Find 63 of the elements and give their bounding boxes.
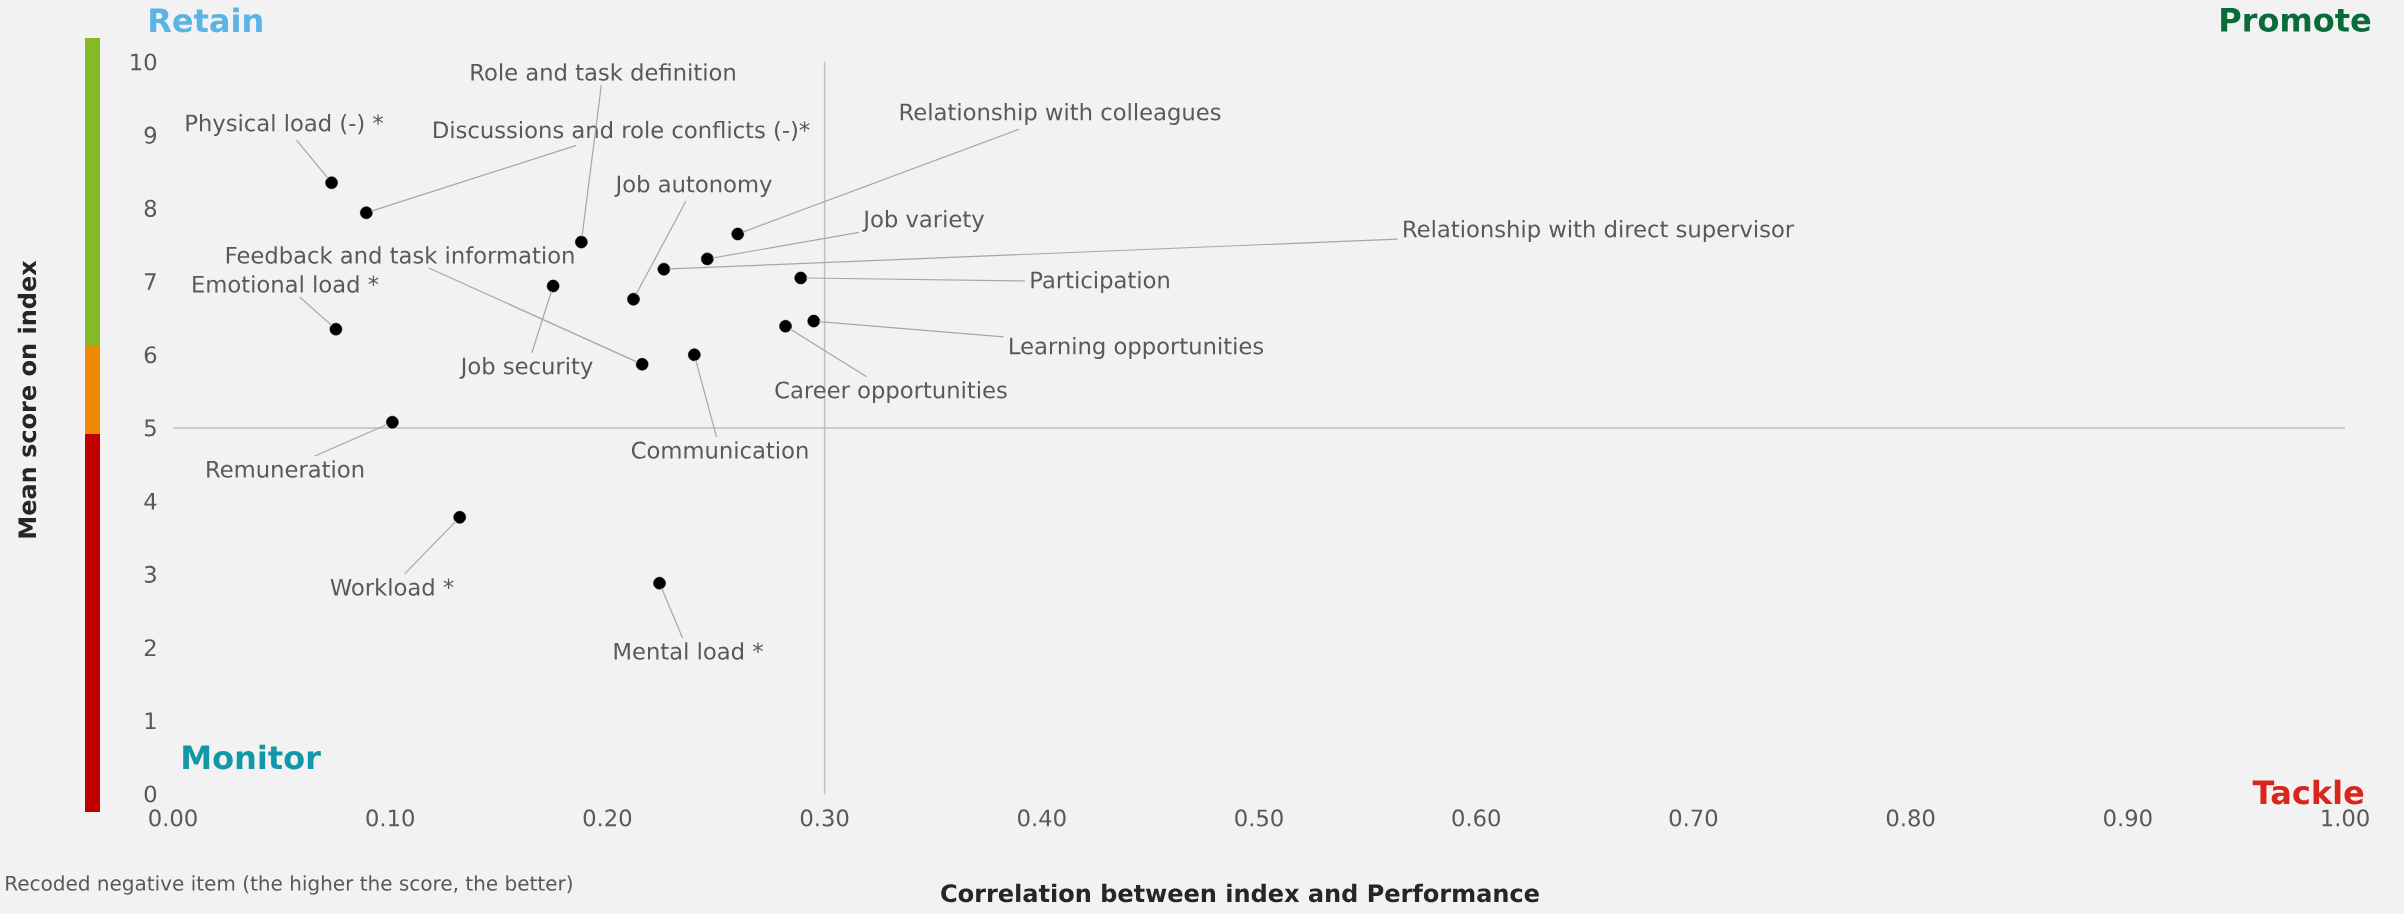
x-tick-label: 0.80	[1886, 809, 1935, 827]
x-tick-label: 0.30	[800, 809, 849, 827]
annotation: Participation	[1031, 271, 1169, 293]
point	[325, 176, 338, 190]
annotation: Job security	[459, 357, 593, 379]
y-tick-label: 4	[144, 492, 157, 510]
x-tick-label: 0.20	[583, 809, 632, 827]
y-tick-label: 8	[144, 199, 157, 217]
y-tick-label: 3	[144, 565, 156, 583]
point	[653, 576, 666, 590]
y-tick-label: 10	[131, 53, 157, 71]
x-tick-label: 0.90	[2104, 809, 2152, 827]
y-axis-title: Mean score on index	[17, 260, 37, 538]
annotation: Relationship with direct supervisor	[1404, 220, 1795, 242]
point	[627, 292, 640, 306]
x-tick-label: 0.70	[1669, 809, 1718, 827]
point	[657, 262, 671, 276]
y-tick-label: 5	[144, 419, 156, 437]
annotation: Job autonomy	[614, 175, 772, 197]
y-tick-label: 6	[144, 346, 157, 364]
point	[546, 279, 560, 293]
annotation: Monitor	[183, 744, 321, 770]
point	[360, 206, 373, 220]
point	[575, 235, 588, 249]
annotation: Career opportunities	[775, 381, 1007, 403]
point	[453, 511, 466, 524]
y-tick-label: 1	[145, 712, 156, 730]
annotation: Emotional load *	[193, 275, 379, 293]
x-axis-title: Correlation between index and Performance	[941, 883, 1539, 903]
point	[731, 227, 744, 241]
annotation: Discussions and role conflicts (-)*	[434, 120, 810, 142]
annotation: Tackle	[2252, 779, 2364, 805]
annotation: Physical load (-) *	[186, 114, 384, 136]
point	[701, 252, 714, 266]
text: Promote	[2221, 8, 2371, 32]
x-tick-label: 0.60	[1452, 809, 1500, 827]
y-tick-label: 9	[144, 126, 157, 144]
x-tick-label: 0.50	[1235, 809, 1283, 827]
annotation: Relationship with colleagues	[900, 103, 1221, 125]
x-tick-label: 1.00	[2322, 809, 2369, 827]
point	[807, 314, 821, 328]
annotation: Workload *	[330, 578, 454, 596]
point	[688, 348, 701, 362]
annotation: Role and task definition	[471, 63, 735, 81]
y-tick-label: 2	[144, 639, 156, 657]
annotation: Mental load *	[614, 642, 763, 660]
point	[635, 358, 649, 371]
point	[329, 322, 343, 336]
point	[386, 415, 399, 429]
annotation: Feedback and task information	[226, 246, 574, 264]
annotation: Communication	[631, 441, 808, 459]
text: Retain	[150, 7, 262, 33]
annotation: Learning opportunities	[1010, 337, 1264, 359]
point	[794, 271, 807, 285]
y-tick-label: 7	[145, 273, 156, 290]
text: Recoded negative item (the higher the score, the better)	[6, 875, 572, 895]
y-tick-label: 0	[144, 785, 157, 803]
annotation: Job variety	[862, 210, 984, 232]
x-tick-label: 0.10	[366, 809, 414, 827]
x-tick-label: 0.40	[1018, 809, 1066, 827]
x-tick-label: 0.00	[149, 809, 197, 827]
annotation: Remuneration	[207, 460, 364, 478]
point	[779, 319, 792, 333]
